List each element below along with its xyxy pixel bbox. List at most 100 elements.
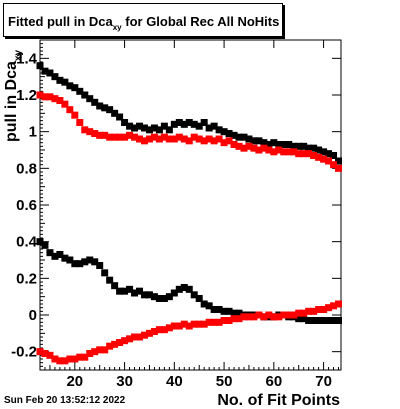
data-point-series-4 [225, 317, 233, 324]
data-point-series-1 [190, 120, 198, 128]
axes: 20 30 40 50 60 70 -0.2 0 0.2 0.4 0.6 0.8 1 1.2 1.4 [11, 39, 341, 390]
data-point-series-4 [91, 348, 99, 356]
data-point-series-2 [320, 155, 328, 163]
data-point-series-1 [270, 139, 278, 147]
data-point-series-3 [310, 317, 318, 324]
data-point-series-2 [121, 133, 129, 141]
data-point-series-4 [131, 333, 139, 341]
data-point-series-1 [290, 142, 298, 150]
data-point-series-4 [260, 313, 268, 321]
x-axis-label: No. of Fit Points [217, 392, 340, 409]
chart-title: Fitted pull in Dcaxy for Global Rec All … [8, 14, 279, 32]
data-point-series-1 [255, 137, 263, 145]
data-point-series-3 [225, 307, 233, 315]
data-point-series-3 [121, 287, 129, 295]
data-point-series-3 [66, 256, 74, 264]
data-point-series-4 [220, 317, 228, 324]
data-point-series-3 [315, 317, 323, 324]
data-point-series-4 [285, 311, 293, 319]
data-point-series-4 [185, 322, 193, 330]
data-point-series-3 [160, 295, 168, 302]
data-point-series-1 [250, 137, 258, 145]
data-point-series-3 [150, 293, 158, 301]
data-point-series-2 [175, 133, 183, 141]
data-point-series-1 [240, 133, 248, 141]
data-point-series-2 [205, 135, 213, 143]
data-point-series-3 [330, 317, 338, 324]
data-point-series-1 [126, 122, 134, 130]
data-point-series-1 [275, 141, 283, 148]
data-point-series-4 [111, 340, 119, 348]
data-point-series-3 [200, 300, 208, 308]
data-point-series-3 [325, 317, 333, 324]
data-point-series-1 [66, 82, 74, 90]
data-point-series-2 [140, 137, 148, 145]
data-point-series-2 [126, 131, 134, 139]
data-point-series-2 [116, 133, 124, 141]
data-point-series-2 [230, 141, 238, 148]
data-point-series-2 [305, 150, 313, 158]
data-point-series-2 [101, 131, 109, 139]
data-point-series-4 [76, 353, 84, 361]
data-point-series-2 [136, 135, 144, 143]
data-point-series-4 [136, 333, 144, 341]
data-point-series-4 [145, 329, 153, 337]
data-point-series-4 [245, 313, 253, 321]
y-tick-label: 0.2 [16, 270, 37, 287]
data-point-series-1 [260, 139, 268, 147]
data-point-series-3 [71, 260, 79, 268]
data-point-series-2 [46, 93, 54, 101]
data-point-series-1 [41, 67, 49, 75]
data-point-series-4 [305, 307, 313, 315]
data-point-series-2 [280, 148, 288, 156]
data-point-series-1 [225, 130, 233, 137]
data-point-series-1 [61, 78, 69, 86]
data-point-series-3 [320, 317, 328, 324]
x-tick-label: 20 [66, 373, 83, 390]
x-tick-label: 30 [116, 373, 133, 390]
y-tick-label: -0.2 [11, 344, 37, 361]
data-point-series-3 [190, 291, 198, 299]
data-point-series-2 [325, 157, 333, 165]
data-point-series-4 [300, 309, 308, 317]
data-point-series-2 [51, 95, 59, 103]
data-point-series-4 [215, 318, 223, 326]
data-point-series-4 [61, 357, 69, 365]
data-point-series-1 [185, 119, 193, 126]
data-point-series-4 [86, 350, 94, 357]
data-point-series-1 [315, 146, 323, 154]
data-point-series-1 [150, 124, 158, 132]
data-point-series-4 [250, 313, 258, 321]
data-point-series-4 [101, 346, 109, 354]
x-tick-label: 40 [166, 373, 183, 390]
data-point-series-4 [235, 315, 243, 323]
data-point-series-1 [305, 144, 313, 152]
data-point-series-1 [200, 119, 208, 126]
data-point-series-4 [210, 318, 218, 326]
data-point-series-1 [165, 126, 173, 134]
data-point-series-4 [96, 346, 104, 354]
data-point-series-2 [111, 133, 119, 141]
data-point-series-1 [101, 104, 109, 112]
data-point-series-3 [235, 309, 243, 317]
data-point-series-2 [81, 126, 89, 134]
data-point-series-4 [180, 320, 188, 328]
data-point-series-1 [131, 124, 139, 132]
data-point-series-1 [96, 102, 104, 110]
data-point-series-2 [86, 128, 94, 136]
x-tick-label: 70 [315, 373, 332, 390]
data-point-series-1 [116, 113, 124, 121]
data-point-series-4 [315, 306, 323, 313]
data-point-series-4 [320, 306, 328, 313]
data-point-series-4 [71, 355, 79, 363]
data-point-series-3 [305, 317, 313, 324]
data-point-series-4 [81, 353, 89, 361]
data-point-series-1 [195, 122, 203, 130]
data-point-series-2 [71, 111, 79, 119]
data-point-series-3 [41, 241, 49, 249]
data-point-series-2 [145, 135, 153, 143]
data-point-series-1 [245, 135, 253, 143]
data-point-series-2 [275, 146, 283, 154]
data-point-series-3 [230, 309, 238, 317]
